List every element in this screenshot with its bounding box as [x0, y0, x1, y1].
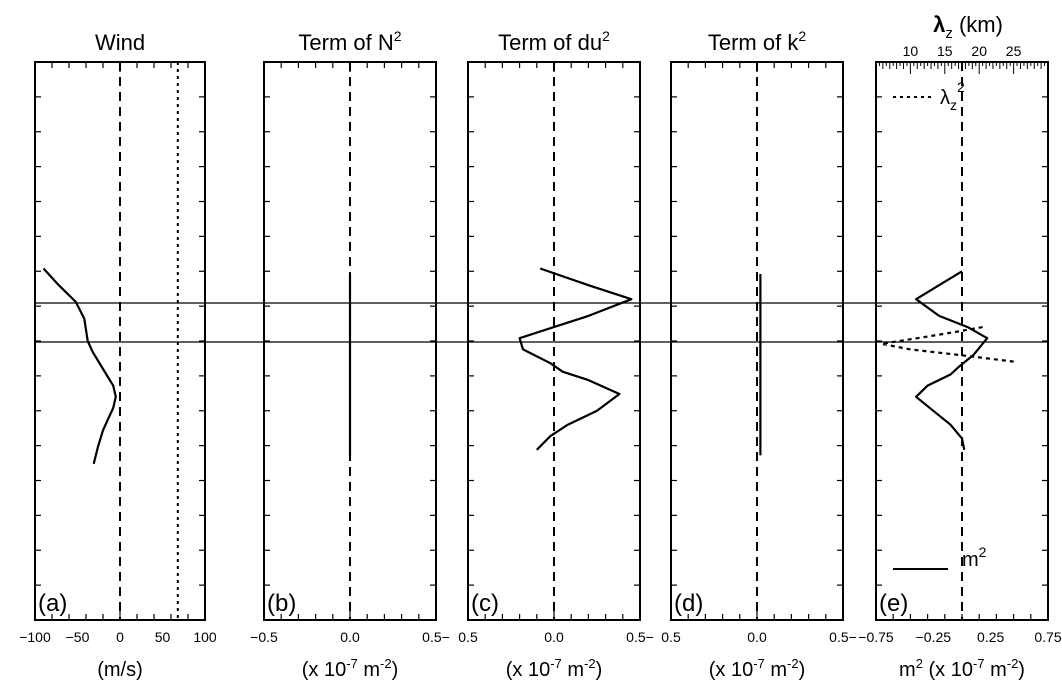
xlabel-exponent: -7	[346, 656, 358, 671]
title-superscript: 2	[798, 28, 806, 44]
x-tick-label: 0.5−	[829, 629, 857, 645]
panel-b: −0.5 0.0 0.5− (b) Term of N2 (x 10-7 m-2)	[250, 28, 450, 681]
panel-e: 10 15 20 25−0.75 −0.25 0.25 0.75(e)λz (km)m2 (…	[858, 12, 1062, 681]
top-axis-tick-label: 25	[1006, 43, 1022, 59]
x-tick-label: 0.5−	[422, 629, 450, 645]
legend-lambda: λ	[940, 87, 950, 109]
legend-lambda-sup: 2	[957, 79, 965, 95]
x-tick-label: 100	[193, 629, 217, 645]
title-text: Term of k	[708, 30, 799, 55]
panel-title: Term of k2	[708, 28, 806, 55]
x-tick-label: 0.75	[1034, 629, 1061, 645]
title-text: Term of du	[498, 30, 602, 55]
x-tick-label: 50	[155, 629, 171, 645]
title-lambda: λ	[933, 12, 945, 37]
xlabel-unit: m	[358, 659, 380, 681]
top-axis-tick-label: 20	[971, 43, 987, 59]
x-tick-label: −0.5	[250, 629, 278, 645]
x-axis-label: (m/s)	[97, 659, 143, 681]
x-axis-label: m2 (x 10-7 m-2)	[899, 656, 1025, 681]
panel-title: Term of N2	[298, 28, 401, 55]
xlabel-text: (m/s)	[97, 659, 143, 681]
xlabel-text: (x 10	[302, 659, 346, 681]
panel-title: λz (km)	[933, 12, 1003, 42]
series-line-solid	[42, 267, 117, 465]
panel-c: 0.5 0.0 0.5− (c) Term of du2 (x 10-7 m-2)	[458, 28, 654, 681]
panel-title: Term of du2	[498, 28, 610, 55]
legend-m: m	[962, 549, 979, 571]
panel-d: 0.5 0.0 0.5− (d) Term of k2 (x 10-7 m-2)	[661, 28, 857, 681]
x-tick-label: 0.5−	[626, 629, 654, 645]
panel-label: (c)	[471, 590, 499, 617]
x-tick-label: −0.25	[916, 629, 952, 645]
x-tick-label: 0.0	[340, 629, 360, 645]
xlabel-unit: m	[562, 659, 584, 681]
title-text: Term of N	[298, 30, 393, 55]
xlabel-exponent: -7	[753, 656, 765, 671]
title-superscript: 2	[394, 28, 402, 44]
x-axis-label: (x 10-7 m-2)	[709, 656, 805, 681]
xlabel-close: )	[392, 659, 399, 681]
xlabel-unit-exponent: -2	[584, 656, 596, 671]
panel-title: Wind	[95, 30, 145, 55]
x-axis-label: (x 10-7 m-2)	[302, 656, 398, 681]
xlabel-prefix: m	[899, 659, 916, 681]
legend-lambda-sub: z	[950, 97, 957, 113]
x-tick-label: 0.5	[458, 629, 478, 645]
x-tick-label: 0	[116, 629, 124, 645]
xlabel-text: (x 10	[923, 659, 973, 681]
xlabel-close: )	[596, 659, 603, 681]
top-axis-tick-label: 10	[903, 43, 919, 59]
panel-a: −100 −50 0 50 100 (a) Wind (m/s)	[19, 30, 217, 681]
x-tick-label: 0.25	[977, 629, 1004, 645]
xlabel-close: )	[799, 659, 806, 681]
series-line-m2	[915, 270, 989, 451]
panel-label: (d)	[674, 590, 703, 617]
xlabel-unit-exponent: -2	[787, 656, 799, 671]
panel-label: (e)	[879, 590, 908, 617]
x-tick-label: 0.5	[661, 629, 681, 645]
xlabel-unit-exponent: -2	[1007, 656, 1019, 671]
panel-label: (b)	[267, 590, 296, 617]
xlabel-text: (x 10	[709, 659, 753, 681]
xlabel-prefix-sup: 2	[916, 656, 923, 671]
title-subscript: z	[945, 25, 953, 42]
panel-label: (a)	[38, 590, 67, 617]
xlabel-exponent: -7	[973, 656, 985, 671]
x-tick-label: 0.0	[747, 629, 767, 645]
legend-entry-lambda: λz2	[940, 79, 965, 113]
xlabel-close: )	[1018, 659, 1025, 681]
xlabel-unit: m	[765, 659, 787, 681]
xlabel-text: (x 10	[506, 659, 550, 681]
xlabel-exponent: -7	[550, 656, 562, 671]
series-line-solid	[518, 267, 633, 451]
series-line-lz2	[880, 326, 1014, 363]
x-tick-label: 0.0	[544, 629, 564, 645]
x-tick-label: −50	[66, 629, 90, 645]
x-axis-label: (x 10-7 m-2)	[506, 656, 602, 681]
x-tick-label: −0.75	[858, 629, 894, 645]
legend-entry-m2: m2	[962, 544, 987, 571]
xlabel-unit-exponent: -2	[380, 656, 392, 671]
title-unit: (km)	[953, 12, 1003, 37]
x-tick-label: −100	[19, 629, 51, 645]
top-axis-tick-label: 15	[937, 43, 953, 59]
legend-m-sup: 2	[979, 544, 987, 560]
title-superscript: 2	[602, 28, 610, 44]
xlabel-unit: m	[985, 659, 1007, 681]
title-text: Wind	[95, 30, 145, 55]
